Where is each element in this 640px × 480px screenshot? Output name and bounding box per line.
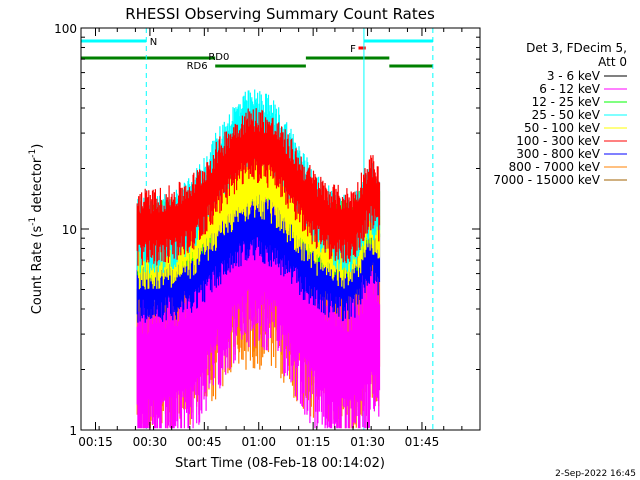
x-tick-label: 01:15 (296, 435, 331, 449)
y-axis-mid: detector (30, 157, 45, 217)
legend-entry-label: 25 - 50 keV (532, 108, 601, 122)
y-tick-label: 100 (54, 22, 77, 36)
y-tick-label: 1 (69, 424, 77, 438)
annotation-label: N (150, 37, 157, 48)
legend-entry-label: 800 - 7000 keV (509, 160, 601, 174)
footer-date: 2-Sep-2022 16:45 (555, 469, 636, 479)
count-rate-series (136, 89, 381, 429)
legend-entry-label: 300 - 800 keV (516, 147, 600, 161)
x-tick-label: 01:00 (241, 435, 276, 449)
x-tick-label: 01:30 (350, 435, 385, 449)
annotation-label: F (350, 44, 356, 55)
series-trace (136, 185, 381, 323)
annotation-label: RD6 (187, 61, 208, 72)
chart-title: RHESSI Observing Summary Count Rates (125, 5, 435, 23)
legend-entry-label: 50 - 100 keV (524, 121, 601, 135)
x-axis-label: Start Time (08-Feb-18 00:14:02) (175, 456, 385, 471)
legend-entry-label: 100 - 300 keV (516, 134, 600, 148)
attenuator-annotation-bars (81, 39, 433, 68)
y-axis-end: ) (30, 144, 45, 149)
x-tick-label: 00:15 (78, 435, 113, 449)
axis-ticks: 00:15 00:30 00:45 01:00 01:15 01:30 01:45 1 10 10… (54, 22, 481, 449)
y-tick-label: 10 (62, 223, 77, 237)
legend-header-2: Att 0 (598, 55, 627, 69)
x-tick-label: 00:45 (187, 435, 222, 449)
legend-entry-label: 12 - 25 keV (532, 95, 601, 109)
legend-entry-label: 3 - 6 keV (547, 69, 601, 83)
legend-entry-label: 6 - 12 keV (539, 82, 601, 96)
annotation-label: RD0 (208, 52, 229, 63)
legend-header-1: Det 3, FDecim 5, (526, 41, 627, 55)
x-tick-label: 00:30 (133, 435, 168, 449)
x-tick-label: 01:45 (405, 435, 440, 449)
y-axis-sup-1: -1 (28, 217, 38, 226)
series-trace (136, 108, 381, 266)
legend-entry-label: 7000 - 15000 keV (493, 173, 600, 187)
y-axis-sup-2: -1 (28, 149, 38, 158)
y-axis-label: Count Rate (s-1 detector-1) (28, 144, 45, 315)
